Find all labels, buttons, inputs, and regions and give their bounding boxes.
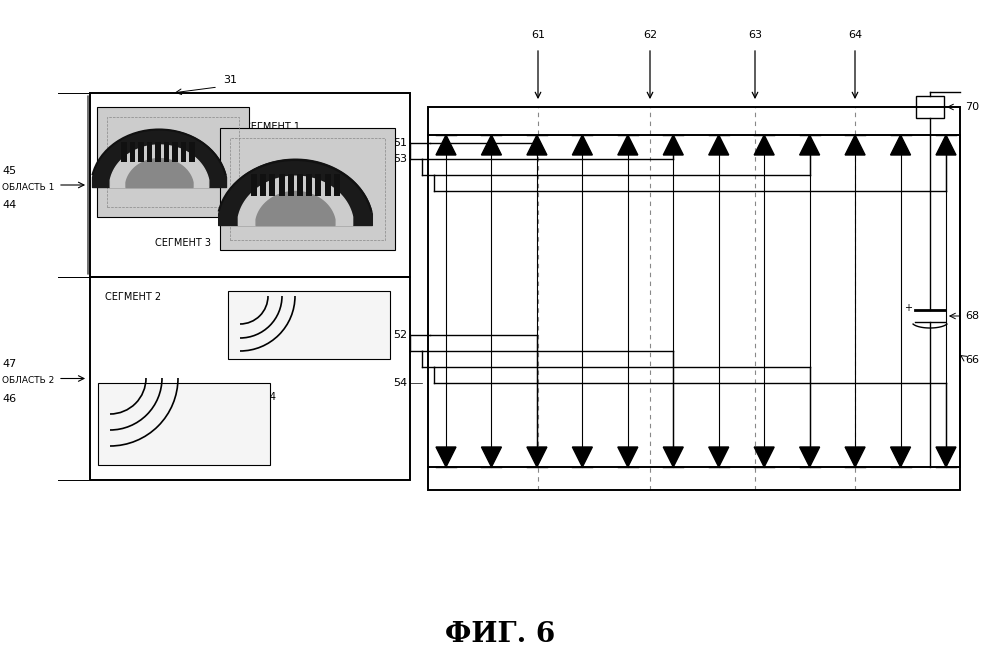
Polygon shape bbox=[845, 135, 865, 155]
Bar bbox=[138, 142, 144, 162]
Bar bbox=[251, 174, 257, 196]
Text: СЕГМЕНТ 4: СЕГМЕНТ 4 bbox=[220, 392, 276, 402]
Text: +: + bbox=[904, 303, 912, 313]
Text: 32: 32 bbox=[372, 308, 386, 318]
Bar bbox=[334, 174, 340, 196]
Text: 53: 53 bbox=[393, 154, 407, 164]
Text: 33: 33 bbox=[372, 208, 386, 218]
Polygon shape bbox=[436, 447, 456, 467]
Bar bbox=[297, 174, 303, 196]
Text: 62: 62 bbox=[643, 30, 657, 40]
Polygon shape bbox=[572, 447, 592, 467]
Polygon shape bbox=[754, 447, 774, 467]
Polygon shape bbox=[618, 447, 638, 467]
Polygon shape bbox=[436, 135, 456, 155]
Bar bbox=[98, 383, 270, 465]
Polygon shape bbox=[481, 135, 501, 155]
Bar bbox=[189, 142, 194, 162]
Bar bbox=[107, 117, 239, 207]
Bar bbox=[97, 107, 249, 217]
Text: 63: 63 bbox=[748, 30, 762, 40]
Bar bbox=[230, 138, 385, 240]
Polygon shape bbox=[754, 135, 774, 155]
Bar bbox=[288, 174, 294, 196]
Bar bbox=[155, 142, 160, 162]
Polygon shape bbox=[663, 135, 683, 155]
Bar bbox=[315, 174, 321, 196]
Text: СЕГМЕНТ 2: СЕГМЕНТ 2 bbox=[105, 292, 161, 302]
Polygon shape bbox=[663, 447, 683, 467]
Bar bbox=[228, 291, 390, 359]
Text: 52: 52 bbox=[393, 330, 407, 340]
Text: 47: 47 bbox=[2, 360, 16, 370]
Polygon shape bbox=[800, 447, 820, 467]
Text: СЕГМЕНТ 3: СЕГМЕНТ 3 bbox=[155, 238, 211, 248]
Bar bbox=[306, 174, 312, 196]
Text: ОБЛАСТЬ 2: ОБЛАСТЬ 2 bbox=[2, 376, 54, 385]
Text: 66: 66 bbox=[965, 355, 979, 365]
Polygon shape bbox=[709, 135, 729, 155]
Polygon shape bbox=[618, 135, 638, 155]
Bar bbox=[164, 142, 169, 162]
Polygon shape bbox=[936, 447, 956, 467]
Bar bbox=[325, 174, 331, 196]
Text: 45: 45 bbox=[2, 166, 16, 176]
Text: ФИГ. 6: ФИГ. 6 bbox=[445, 622, 555, 648]
Polygon shape bbox=[891, 447, 911, 467]
Text: 68: 68 bbox=[965, 311, 979, 321]
Bar bbox=[428, 107, 960, 490]
Bar bbox=[260, 174, 266, 196]
Bar bbox=[172, 142, 178, 162]
Text: 31: 31 bbox=[223, 75, 237, 85]
Text: СЕГМЕНТ 1: СЕГМЕНТ 1 bbox=[244, 122, 300, 132]
Bar bbox=[269, 174, 275, 196]
Polygon shape bbox=[527, 447, 547, 467]
Text: 44: 44 bbox=[2, 200, 16, 210]
Text: 64: 64 bbox=[848, 30, 862, 40]
Text: 34: 34 bbox=[195, 410, 209, 420]
Bar bbox=[130, 142, 135, 162]
Bar bbox=[90, 93, 410, 277]
Bar bbox=[220, 128, 395, 250]
Polygon shape bbox=[527, 135, 547, 155]
Bar bbox=[90, 277, 410, 480]
Text: 51: 51 bbox=[393, 138, 407, 148]
Text: 61: 61 bbox=[531, 30, 545, 40]
Bar bbox=[279, 174, 285, 196]
Bar bbox=[146, 142, 152, 162]
Polygon shape bbox=[936, 135, 956, 155]
Polygon shape bbox=[800, 135, 820, 155]
Text: ОБЛАСТЬ 1: ОБЛАСТЬ 1 bbox=[2, 182, 54, 192]
Polygon shape bbox=[891, 135, 911, 155]
Polygon shape bbox=[845, 447, 865, 467]
Bar bbox=[121, 142, 126, 162]
Polygon shape bbox=[572, 135, 592, 155]
Text: 54: 54 bbox=[393, 378, 407, 388]
Polygon shape bbox=[481, 447, 501, 467]
Bar bbox=[181, 142, 186, 162]
Text: 70: 70 bbox=[965, 102, 979, 112]
Polygon shape bbox=[709, 447, 729, 467]
Bar bbox=[916, 96, 944, 118]
Text: 46: 46 bbox=[2, 394, 16, 404]
